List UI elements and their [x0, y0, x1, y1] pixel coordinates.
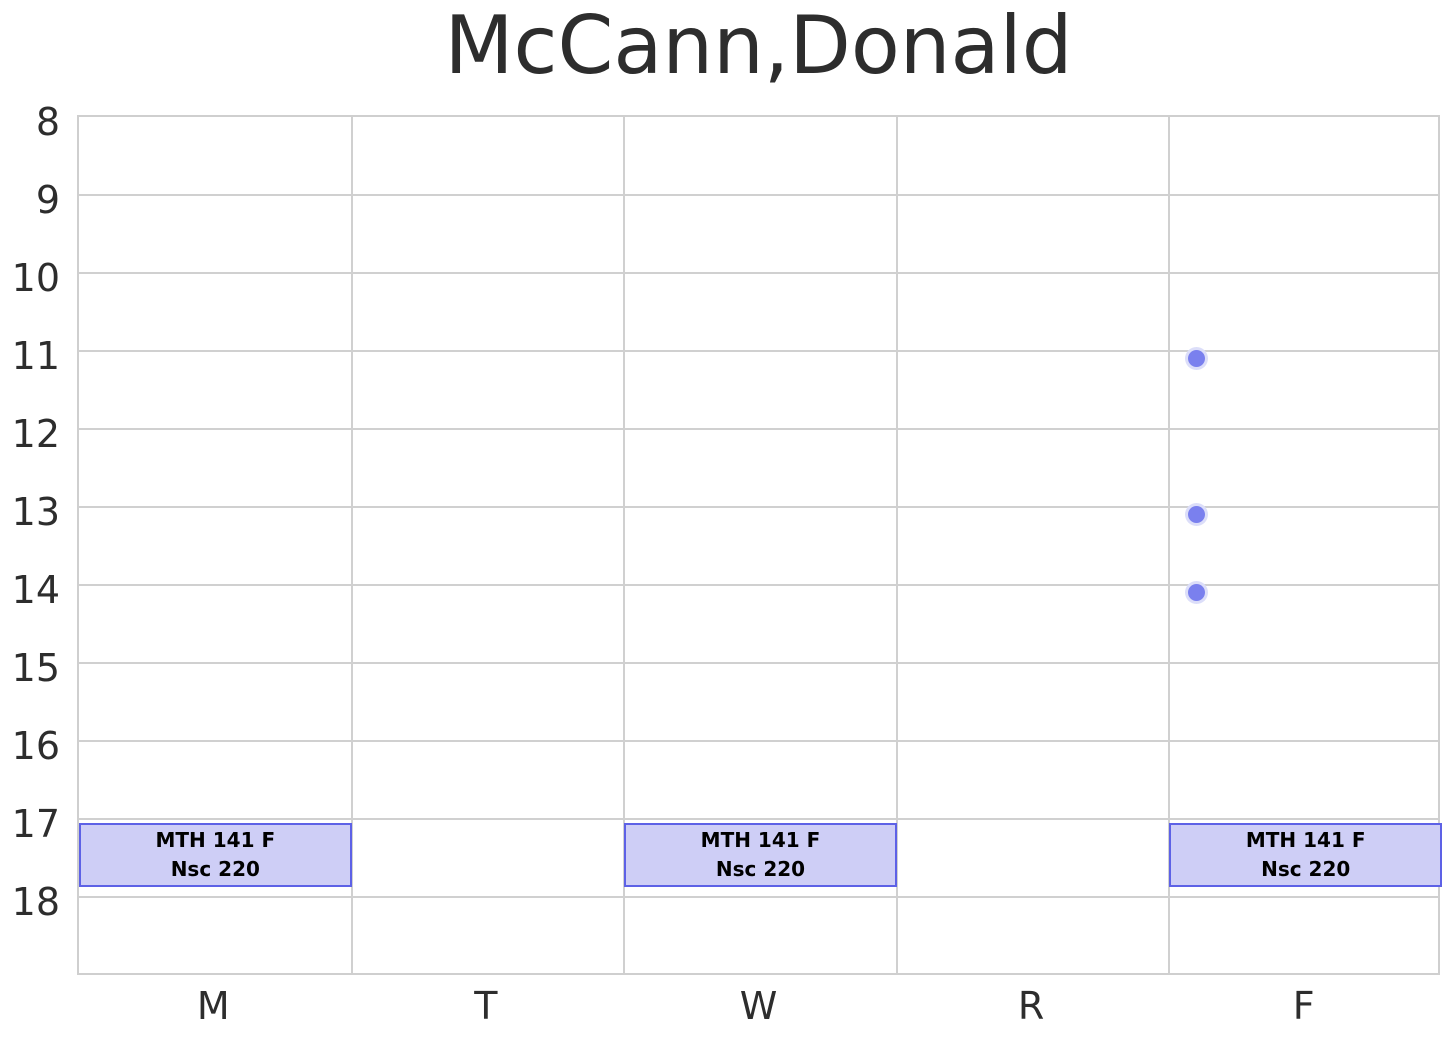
horizontal-gridline	[79, 817, 1438, 820]
scatter-point	[1188, 350, 1206, 368]
vertical-gridline	[895, 117, 898, 973]
horizontal-gridline	[79, 505, 1438, 508]
y-tick-label: 17	[11, 801, 60, 846]
event-block: MTH 141 F Nsc 220	[79, 822, 352, 888]
x-tick-label: W	[739, 984, 778, 1028]
event-label-line2: Nsc 220	[170, 856, 260, 881]
vertical-gridline	[1168, 117, 1171, 973]
event-label-line1: MTH 141 F	[155, 827, 276, 852]
y-tick-label: 18	[11, 879, 60, 924]
event-block: MTH 141 F Nsc 220	[624, 822, 897, 888]
scatter-point	[1188, 584, 1206, 602]
y-tick-label: 13	[11, 489, 60, 534]
event-label-line2: Nsc 220	[715, 856, 806, 881]
y-tick-label: 15	[11, 645, 60, 690]
plot-area: MTH 141 F Nsc 220 MTH 141 F Nsc 220 MTH 141 …	[77, 115, 1442, 975]
x-tick-label: R	[1017, 984, 1045, 1028]
vertical-gridline	[623, 117, 626, 973]
y-tick-label: 10	[11, 255, 60, 300]
chart-title: McCann,Donald	[444, 0, 1073, 92]
horizontal-gridline	[79, 895, 1438, 898]
horizontal-gridline	[79, 271, 1438, 274]
horizontal-gridline	[79, 661, 1438, 664]
x-tick-label: F	[1292, 984, 1315, 1028]
y-tick-label: 8	[35, 100, 60, 144]
y-tick-label: 11	[11, 333, 60, 378]
vertical-gridline	[350, 117, 353, 973]
horizontal-gridline	[79, 193, 1438, 196]
horizontal-gridline	[79, 349, 1438, 352]
horizontal-gridline	[79, 583, 1438, 586]
x-tick-label: M	[196, 984, 230, 1028]
scatter-point	[1188, 506, 1206, 524]
event-label-line2: Nsc 220	[1261, 856, 1351, 881]
event-label-line1: MTH 141 F	[1245, 827, 1366, 852]
horizontal-gridline	[79, 427, 1438, 430]
y-tick-label: 14	[11, 567, 60, 612]
event-label-line1: MTH 141 F	[700, 827, 821, 852]
x-tick-label: T	[474, 984, 498, 1028]
y-tick-label: 12	[11, 411, 60, 456]
y-tick-label: 9	[35, 177, 60, 222]
y-tick-label: 16	[11, 723, 60, 768]
event-block: MTH 141 F Nsc 220	[1169, 822, 1442, 888]
horizontal-gridline	[79, 739, 1438, 742]
